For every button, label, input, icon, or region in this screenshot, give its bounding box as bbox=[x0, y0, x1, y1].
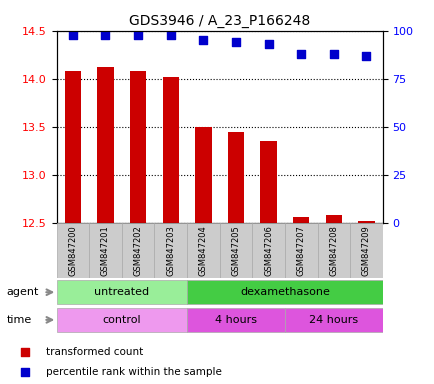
Text: dexamethasone: dexamethasone bbox=[240, 287, 329, 297]
Bar bbox=[56, 223, 89, 278]
Bar bbox=[284, 308, 382, 332]
Bar bbox=[122, 223, 154, 278]
Text: agent: agent bbox=[7, 287, 39, 297]
Bar bbox=[187, 223, 219, 278]
Text: GSM847204: GSM847204 bbox=[198, 225, 207, 276]
Bar bbox=[97, 67, 113, 223]
Bar bbox=[56, 280, 187, 304]
Text: 4 hours: 4 hours bbox=[214, 315, 256, 325]
Text: GSM847206: GSM847206 bbox=[263, 225, 273, 276]
Text: GSM847208: GSM847208 bbox=[329, 225, 338, 276]
Title: GDS3946 / A_23_P166248: GDS3946 / A_23_P166248 bbox=[129, 14, 309, 28]
Bar bbox=[317, 223, 349, 278]
Text: GSM847205: GSM847205 bbox=[231, 225, 240, 276]
Point bbox=[22, 349, 29, 355]
Bar bbox=[195, 127, 211, 223]
Bar bbox=[130, 71, 146, 223]
Point bbox=[232, 39, 239, 45]
Bar bbox=[65, 71, 81, 223]
Bar bbox=[325, 215, 341, 223]
Text: 24 hours: 24 hours bbox=[309, 315, 358, 325]
Bar bbox=[187, 280, 382, 304]
Point bbox=[297, 51, 304, 57]
Point bbox=[330, 51, 337, 57]
Bar bbox=[219, 223, 252, 278]
Bar bbox=[252, 223, 284, 278]
Point bbox=[69, 31, 76, 38]
Point bbox=[135, 31, 141, 38]
Text: GSM847200: GSM847200 bbox=[68, 225, 77, 276]
Point bbox=[102, 31, 108, 38]
Point bbox=[265, 41, 272, 47]
Point bbox=[22, 369, 29, 376]
Bar bbox=[358, 221, 374, 223]
Bar bbox=[293, 217, 309, 223]
Text: GSM847207: GSM847207 bbox=[296, 225, 305, 276]
Bar bbox=[187, 308, 284, 332]
Point bbox=[362, 53, 369, 59]
Bar bbox=[162, 77, 178, 223]
Bar bbox=[260, 141, 276, 223]
Text: percentile rank within the sample: percentile rank within the sample bbox=[46, 367, 222, 377]
Text: time: time bbox=[7, 315, 32, 325]
Text: control: control bbox=[102, 315, 141, 325]
Bar bbox=[284, 223, 317, 278]
Point bbox=[167, 31, 174, 38]
Bar bbox=[89, 223, 122, 278]
Point bbox=[199, 37, 207, 43]
Bar bbox=[349, 223, 382, 278]
Text: transformed count: transformed count bbox=[46, 347, 143, 357]
Text: GSM847202: GSM847202 bbox=[133, 225, 142, 276]
Text: GSM847209: GSM847209 bbox=[361, 225, 370, 276]
Bar bbox=[154, 223, 187, 278]
Text: untreated: untreated bbox=[94, 287, 149, 297]
Text: GSM847201: GSM847201 bbox=[101, 225, 110, 276]
Text: GSM847203: GSM847203 bbox=[166, 225, 175, 276]
Bar bbox=[56, 308, 187, 332]
Bar bbox=[227, 132, 243, 223]
